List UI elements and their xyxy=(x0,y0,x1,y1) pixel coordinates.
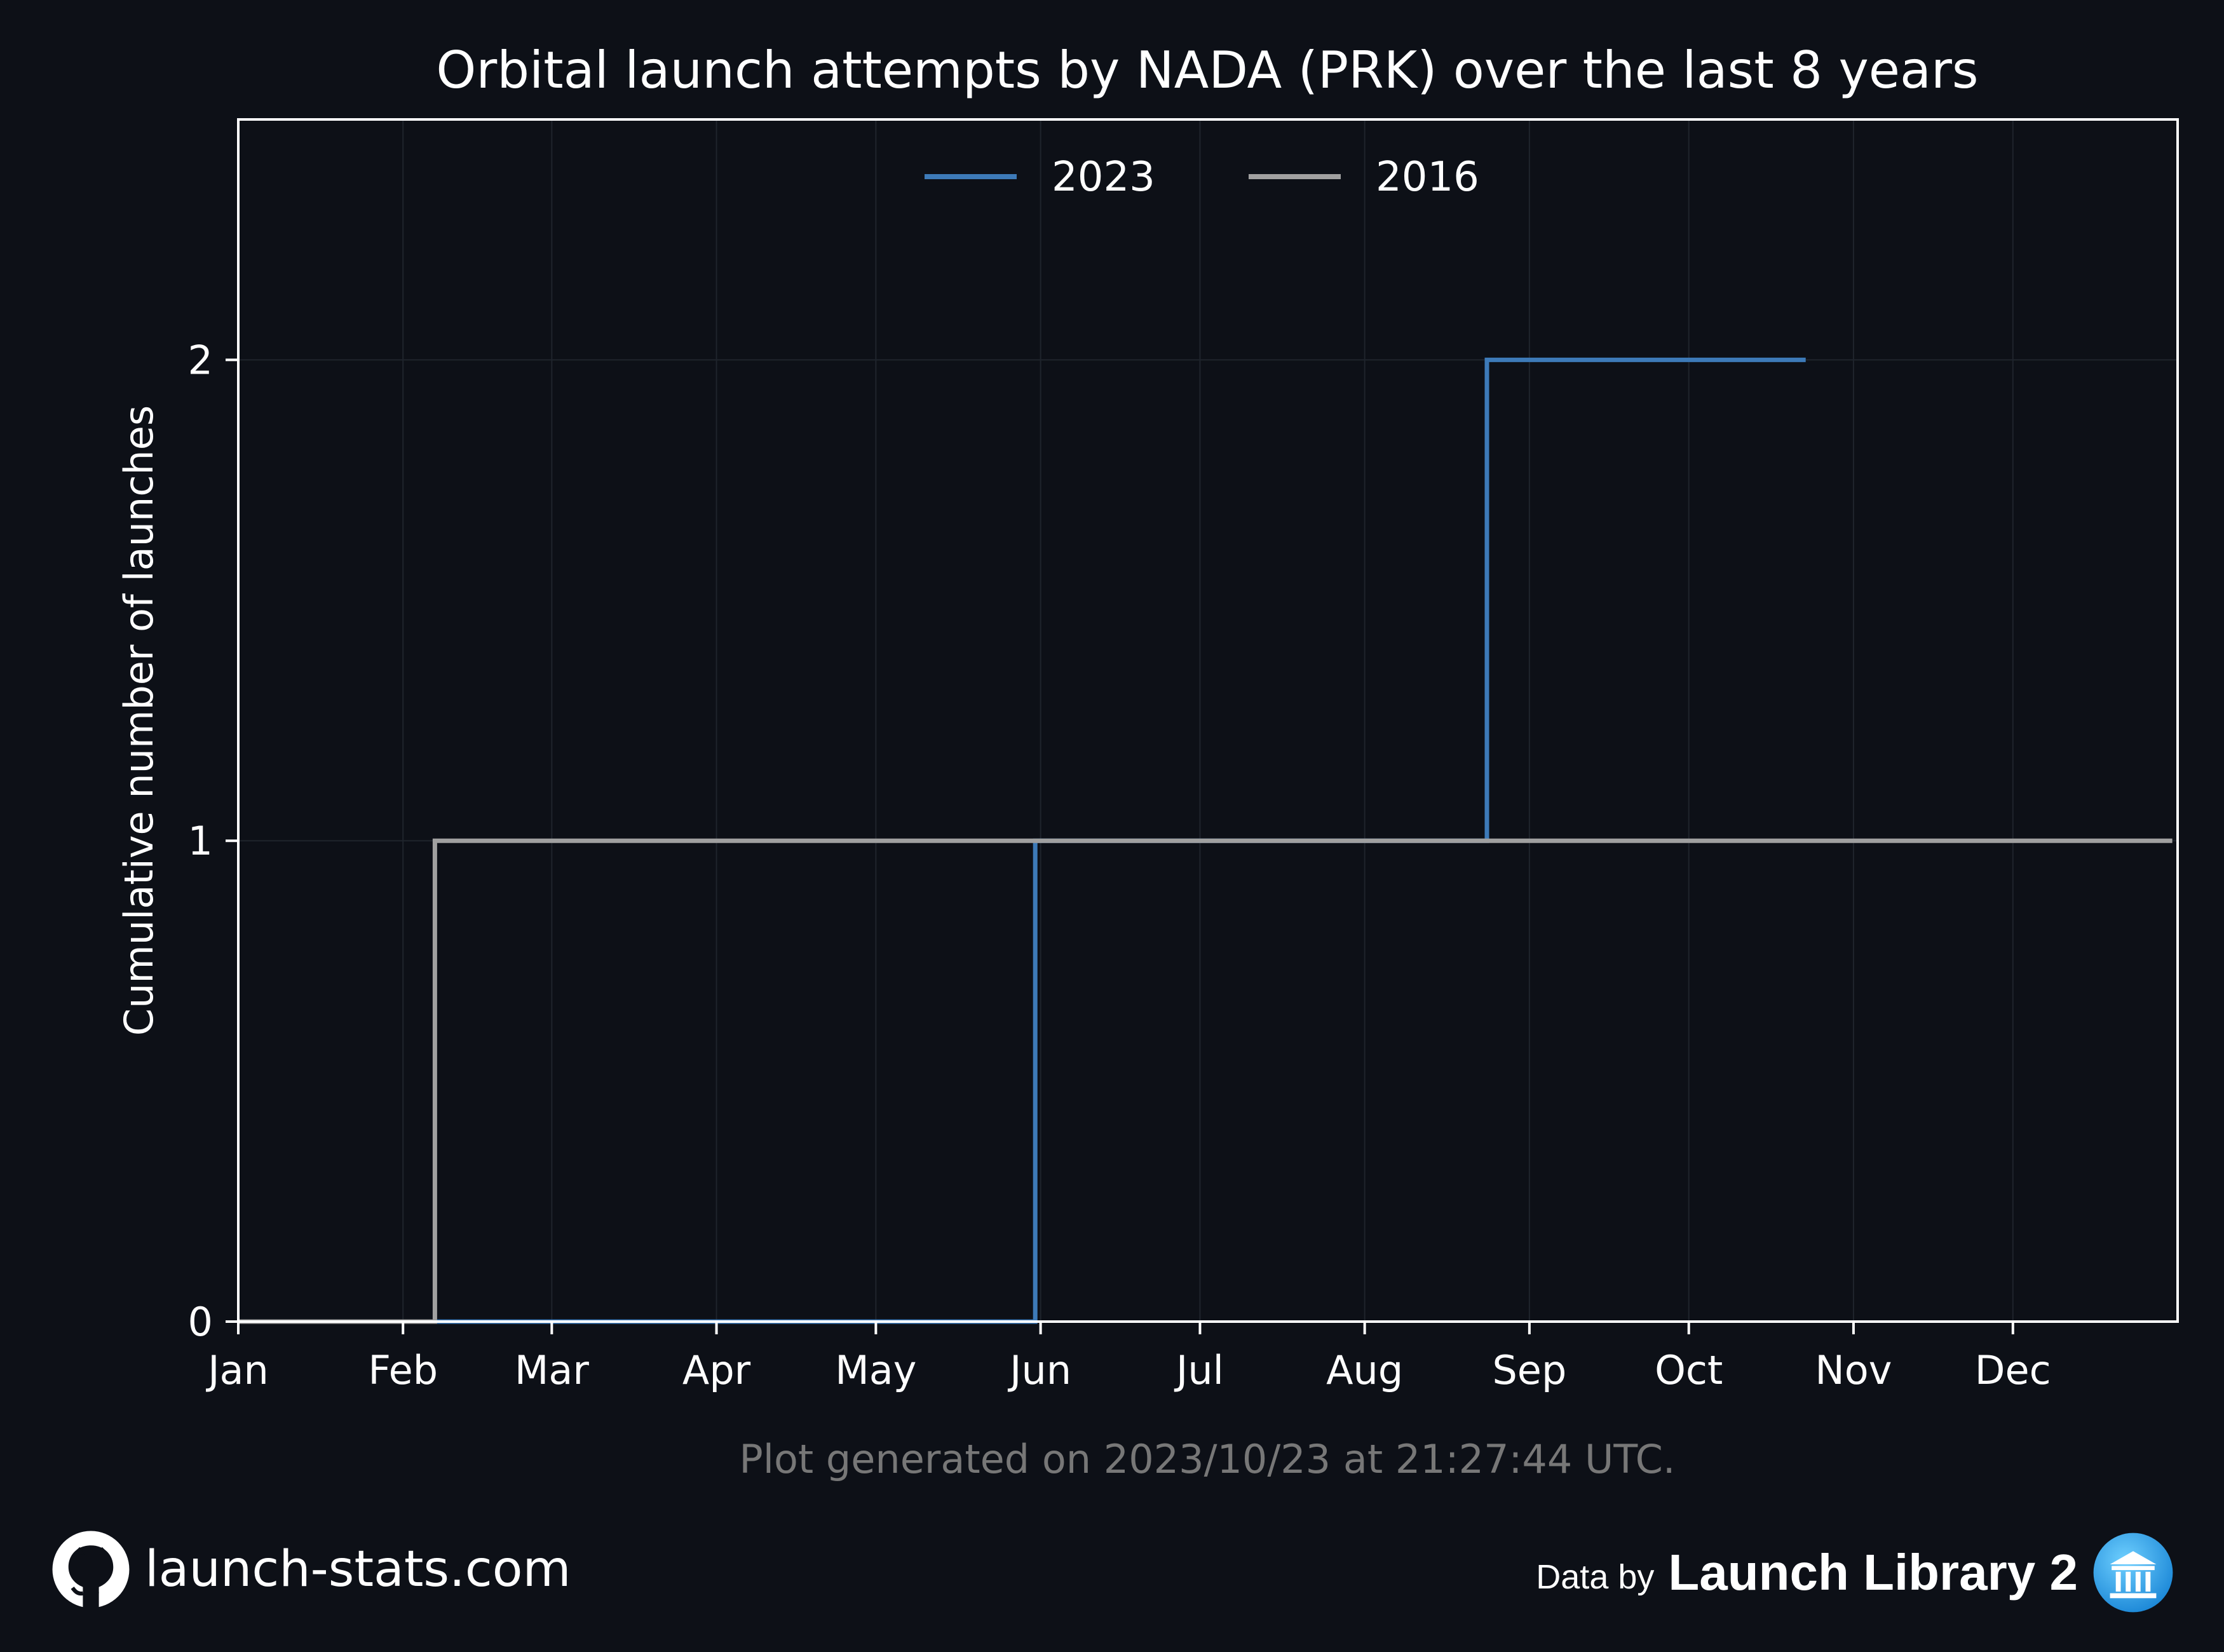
x-tick-label: Aug xyxy=(1326,1347,1403,1393)
plot-generated-note: Plot generated on 2023/10/23 at 21:27:44… xyxy=(739,1436,1675,1482)
x-tick-label: Nov xyxy=(1815,1347,1892,1393)
y-tick-label: 0 xyxy=(188,1299,213,1345)
chart: Jan Feb Mar Apr May Jun Jul Aug Sep Oct Nov Dec 0 1 2C… xyxy=(116,41,2179,1482)
github-icon xyxy=(52,1531,130,1609)
x-tick-label: Jan xyxy=(205,1347,269,1393)
x-tick-label: Apr xyxy=(682,1347,751,1393)
y-tick-label: 1 xyxy=(188,818,213,864)
x-tick-label: Oct xyxy=(1655,1347,1723,1393)
x-tick-label: Sep xyxy=(1492,1347,1566,1393)
footer-right: Data by Launch Library 2 xyxy=(1536,1531,2174,1614)
data-by-label: Data by xyxy=(1536,1558,1655,1596)
plot-area xyxy=(238,119,2178,1322)
plot-frame xyxy=(237,118,2179,1323)
chart-title: Orbital launch attempts by NADA (PRK) ov… xyxy=(436,41,1978,100)
footer-left: launch-stats.com xyxy=(51,1531,571,1609)
x-tick-label: May xyxy=(835,1347,916,1393)
x-tick-label: Jun xyxy=(1007,1347,1071,1393)
x-tick-label: Jul xyxy=(1174,1347,1224,1393)
x-tick-label: Feb xyxy=(368,1347,438,1393)
site-link[interactable]: launch-stats.com xyxy=(145,1541,571,1598)
x-tick-label: Dec xyxy=(1975,1347,2051,1393)
y-tick-label: 2 xyxy=(188,337,213,383)
legend-label: 2023 xyxy=(1052,154,1155,201)
legend-label: 2016 xyxy=(1376,154,1479,201)
x-tick-label: Mar xyxy=(515,1347,589,1393)
launch-library-icon xyxy=(2093,1533,2173,1613)
launch-library-label[interactable]: Launch Library 2 xyxy=(1668,1544,2078,1601)
y-axis-label: Cumulative number of launches xyxy=(116,405,162,1036)
